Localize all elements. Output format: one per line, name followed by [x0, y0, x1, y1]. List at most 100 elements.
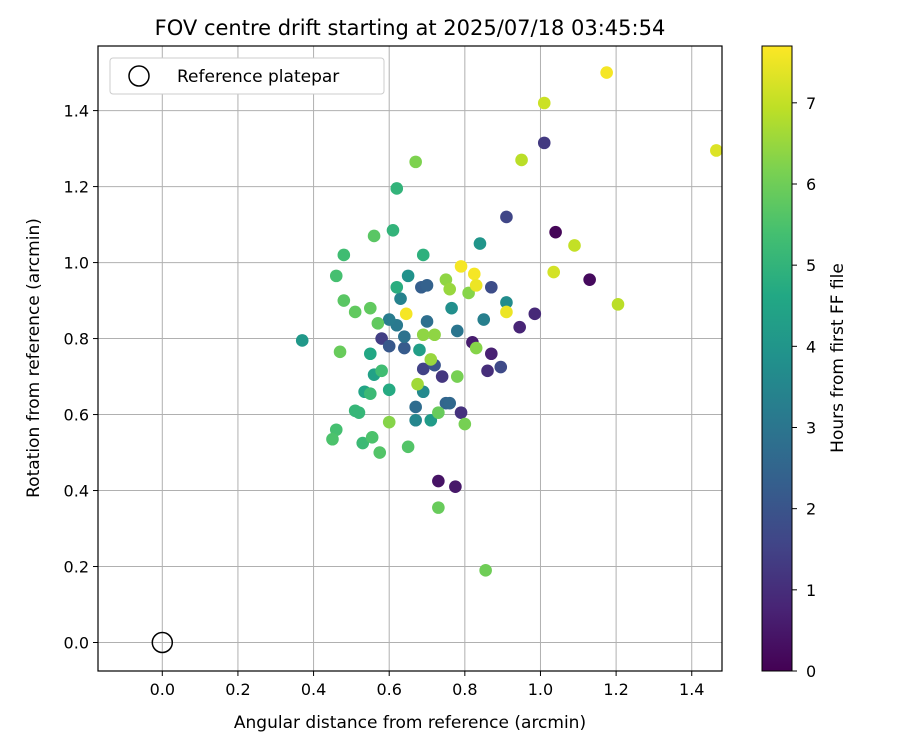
data-point	[435, 370, 449, 383]
data-point	[454, 406, 468, 419]
data-point	[458, 417, 472, 431]
data-point	[432, 474, 445, 488]
legend-marker	[128, 65, 150, 87]
data-point	[485, 347, 498, 361]
data-point	[515, 153, 528, 167]
colorbar-tick-label: 7	[806, 94, 816, 113]
legend-entry: Reference platepar	[177, 67, 339, 87]
colorbar-tick-label: 0	[806, 662, 816, 681]
data-point	[295, 334, 309, 347]
x-tick-label: 0.0	[150, 680, 175, 699]
grid	[98, 46, 722, 671]
data-point	[481, 364, 494, 378]
y-tick-label: 0.8	[64, 330, 89, 349]
data-point	[337, 294, 351, 307]
x-axis-label: Angular distance from reference (arcmin)	[234, 713, 586, 733]
data-point	[382, 383, 396, 397]
x-tick-label: 0.8	[452, 680, 477, 699]
x-tick-label: 0.6	[376, 680, 401, 699]
data-point	[399, 307, 413, 321]
data-point	[409, 155, 422, 169]
data-point	[373, 446, 387, 459]
data-point	[549, 225, 562, 239]
data-point	[467, 267, 481, 281]
data-point	[420, 279, 434, 292]
data-point	[443, 282, 457, 296]
data-point	[537, 136, 551, 150]
data-point	[449, 480, 462, 494]
chart-title: FOV centre drift starting at 2025/07/18 …	[155, 16, 666, 40]
data-point	[409, 400, 422, 414]
colorbar-tick-label: 6	[806, 175, 816, 194]
data-point	[416, 362, 430, 376]
data-point	[420, 315, 434, 328]
data-point	[390, 182, 404, 195]
y-axis-ticks: 0.0 0.2 0.4 0.6 0.8 1.0 1.2 1.4	[64, 102, 98, 653]
data-point	[494, 360, 508, 374]
data-point	[375, 364, 388, 378]
data-point	[611, 298, 625, 311]
x-tick-label: 0.2	[225, 680, 250, 699]
data-point	[710, 144, 722, 157]
data-point	[528, 307, 542, 321]
data-point	[445, 301, 458, 315]
data-point	[432, 406, 445, 419]
data-point	[371, 317, 385, 330]
data-point	[398, 330, 411, 343]
data-point	[583, 273, 596, 286]
colorbar-tick-label: 2	[806, 500, 816, 519]
legend-box	[109, 57, 385, 95]
data-point	[432, 501, 445, 514]
legend: Reference platepar	[109, 57, 385, 95]
colorbar-tick-label: 3	[806, 418, 816, 437]
colorbar-label: Hours from first FF file	[828, 263, 848, 453]
colorbar-tick-label: 1	[806, 581, 816, 600]
y-tick-label: 1.4	[64, 102, 89, 121]
y-tick-label: 0.2	[64, 558, 89, 577]
data-point	[473, 237, 487, 250]
x-tick-label: 1.0	[528, 680, 553, 699]
data-point	[401, 440, 415, 454]
colorbar-ticks: 0 1 2 3 4 5 6 7	[792, 94, 816, 681]
data-point	[428, 328, 441, 342]
data-point	[477, 313, 491, 326]
colorbar-tick-label: 5	[806, 256, 816, 275]
data-point	[382, 339, 396, 353]
data-point	[363, 387, 377, 400]
data-point	[439, 273, 453, 286]
data-points	[295, 66, 722, 577]
y-tick-label: 0.6	[64, 406, 89, 425]
x-tick-label: 1.4	[679, 680, 704, 699]
data-point	[398, 341, 411, 355]
data-point	[326, 432, 339, 446]
data-point	[537, 96, 551, 110]
data-point	[394, 292, 407, 305]
y-axis-label: Rotation from reference (arcmin)	[24, 218, 44, 498]
data-point	[363, 301, 377, 315]
data-point	[390, 280, 404, 294]
data-point	[401, 269, 415, 283]
colorbar	[761, 45, 793, 672]
data-point	[500, 305, 513, 319]
data-point	[365, 431, 379, 444]
data-point	[329, 423, 343, 437]
data-point	[469, 279, 483, 292]
data-point	[469, 341, 483, 355]
data-point	[382, 313, 396, 326]
data-point	[333, 345, 347, 359]
data-point	[450, 370, 464, 383]
data-point	[411, 377, 424, 391]
data-point	[443, 396, 457, 410]
data-point	[485, 280, 498, 294]
x-axis-ticks: 0.0 0.2 0.4 0.6 0.8 1.0 1.2 1.4	[150, 671, 704, 699]
data-point	[382, 415, 396, 429]
y-tick-label: 0.0	[64, 634, 89, 653]
data-point	[479, 564, 492, 577]
data-point	[416, 328, 430, 342]
data-point	[367, 229, 381, 243]
data-point	[409, 413, 422, 427]
data-point	[386, 223, 400, 237]
data-point	[337, 248, 351, 262]
data-point	[513, 320, 526, 334]
